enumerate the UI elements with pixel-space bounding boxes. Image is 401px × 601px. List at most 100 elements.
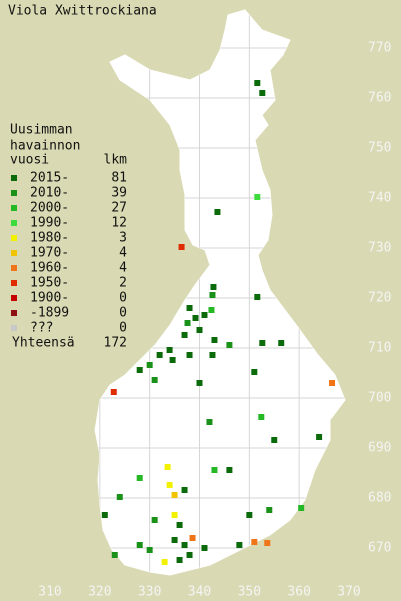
observation <box>329 380 336 386</box>
observation <box>246 512 253 518</box>
observation <box>196 327 203 333</box>
legend-swatch <box>11 295 17 301</box>
x-tick-label: 370 <box>337 585 360 600</box>
observation <box>264 540 271 546</box>
y-tick-label: 750 <box>368 141 391 156</box>
observation <box>196 380 203 386</box>
observation <box>101 512 108 518</box>
observation <box>181 542 188 548</box>
legend-label: 1900- <box>30 291 69 306</box>
observation <box>146 547 153 553</box>
observation <box>236 542 243 548</box>
observation <box>111 552 118 558</box>
y-tick-label: 680 <box>368 491 391 506</box>
legend-label: 1970- <box>30 246 69 261</box>
observation <box>186 552 193 558</box>
observation <box>254 194 261 200</box>
observation <box>186 305 193 311</box>
legend-swatch <box>11 325 17 331</box>
observation <box>211 337 218 343</box>
observation <box>186 352 193 358</box>
observation <box>136 367 143 373</box>
legend-swatch <box>11 235 17 241</box>
legend-count: 0 <box>119 291 127 306</box>
legend-label: -1899 <box>30 306 69 321</box>
observation <box>259 340 266 346</box>
observation <box>251 369 258 375</box>
y-tick-label: 730 <box>368 241 391 256</box>
x-tick-label: 340 <box>188 585 211 600</box>
legend-swatch <box>11 265 17 271</box>
legend-title: Uusimman <box>10 123 73 138</box>
observation <box>316 434 323 440</box>
observation <box>259 90 266 96</box>
observation <box>178 244 185 250</box>
observation <box>271 437 278 443</box>
total-count: 172 <box>104 336 127 351</box>
observation <box>136 475 143 481</box>
x-tick-label: 360 <box>287 585 310 600</box>
legend-count: 4 <box>119 246 127 261</box>
legend-swatch <box>11 175 17 181</box>
title: Viola Xwittrockiana <box>8 4 157 19</box>
y-tick-label: 720 <box>368 291 391 306</box>
observation <box>151 377 158 383</box>
observation <box>266 507 273 513</box>
legend-column: vuosi <box>10 153 49 168</box>
observation <box>254 80 261 86</box>
observation <box>110 389 117 395</box>
observation <box>201 545 208 551</box>
observation <box>171 492 178 498</box>
observation <box>176 522 183 528</box>
legend-swatch <box>11 205 17 211</box>
y-tick-label: 700 <box>368 391 391 406</box>
legend-count: 4 <box>119 261 127 276</box>
legend-column: lkm <box>104 153 128 168</box>
y-tick-label: 740 <box>368 191 391 206</box>
observation <box>171 537 178 543</box>
observation <box>146 362 153 368</box>
legend-count: 3 <box>119 231 127 246</box>
x-tick-label: 310 <box>38 585 61 600</box>
observation <box>136 542 143 548</box>
legend-swatch <box>11 310 17 316</box>
observation <box>201 312 208 318</box>
observation <box>251 539 258 545</box>
y-tick-label: 710 <box>368 341 391 356</box>
legend-swatch <box>11 190 17 196</box>
observation <box>210 284 217 290</box>
observation <box>161 559 168 565</box>
observation <box>166 482 173 488</box>
observation <box>164 464 171 470</box>
y-tick-label: 760 <box>368 91 391 106</box>
observation <box>278 340 285 346</box>
observation <box>169 357 176 363</box>
legend-count: 12 <box>111 216 127 231</box>
observation <box>226 467 233 473</box>
observation <box>209 352 216 358</box>
legend-label: 2000- <box>30 201 69 216</box>
legend-count: 27 <box>111 201 127 216</box>
observation <box>211 467 218 473</box>
observation <box>214 209 221 215</box>
legend-count: 0 <box>119 306 127 321</box>
observation <box>192 315 199 321</box>
x-tick-label: 350 <box>238 585 261 600</box>
legend-label: 1950- <box>30 276 69 291</box>
country <box>94 9 346 576</box>
legend-label: ??? <box>30 321 53 336</box>
legend-count: 39 <box>111 186 127 201</box>
observation <box>156 352 163 358</box>
legend-count: 0 <box>119 321 127 336</box>
legend-label: 1960- <box>30 261 69 276</box>
legend-title: havainnon <box>10 139 80 154</box>
legend-label: 1980- <box>30 231 69 246</box>
observation <box>208 307 215 313</box>
observation <box>184 320 191 326</box>
legend-label: 1990- <box>30 216 69 231</box>
observation <box>176 557 183 563</box>
observation <box>166 347 173 353</box>
observation <box>254 294 261 300</box>
legend-label: 2010- <box>30 186 69 201</box>
